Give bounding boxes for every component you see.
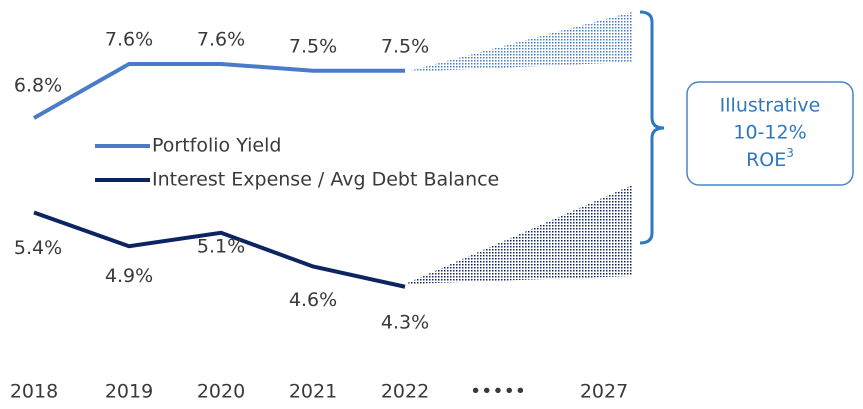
x-tick-label: 2020 (197, 381, 245, 403)
data-label: 7.6% (197, 29, 245, 51)
legend-label: Interest Expense / Avg Debt Balance (152, 169, 499, 191)
data-label: 4.3% (381, 311, 429, 333)
annotation: ROE3 (746, 146, 794, 171)
data-label: 7.6% (105, 29, 153, 51)
x-tick-label: ••••• (470, 381, 526, 403)
x-tick-label: 2027 (580, 381, 628, 403)
legend-label: Portfolio Yield (152, 135, 281, 157)
x-tick-label: 2022 (381, 381, 429, 403)
projection-area (405, 12, 632, 72)
data-label: 7.5% (381, 35, 429, 57)
data-label: 5.4% (14, 237, 62, 259)
x-tick-label: 2018 (10, 381, 58, 403)
data-label: 7.5% (289, 35, 337, 57)
annotation-box (686, 81, 854, 186)
data-label: 6.8% (14, 75, 62, 97)
line (33, 210, 406, 289)
data-label: 4.6% (289, 289, 337, 311)
x-tick-label: 2021 (289, 381, 337, 403)
annotation: Illustrative (720, 95, 821, 117)
annotation: 10-12% (733, 122, 806, 144)
data-label: 5.1% (197, 235, 245, 257)
projection-area (405, 185, 632, 284)
line (33, 62, 405, 120)
bracket (639, 10, 665, 245)
data-label: 4.9% (105, 265, 153, 287)
x-tick-label: 2019 (105, 381, 153, 403)
